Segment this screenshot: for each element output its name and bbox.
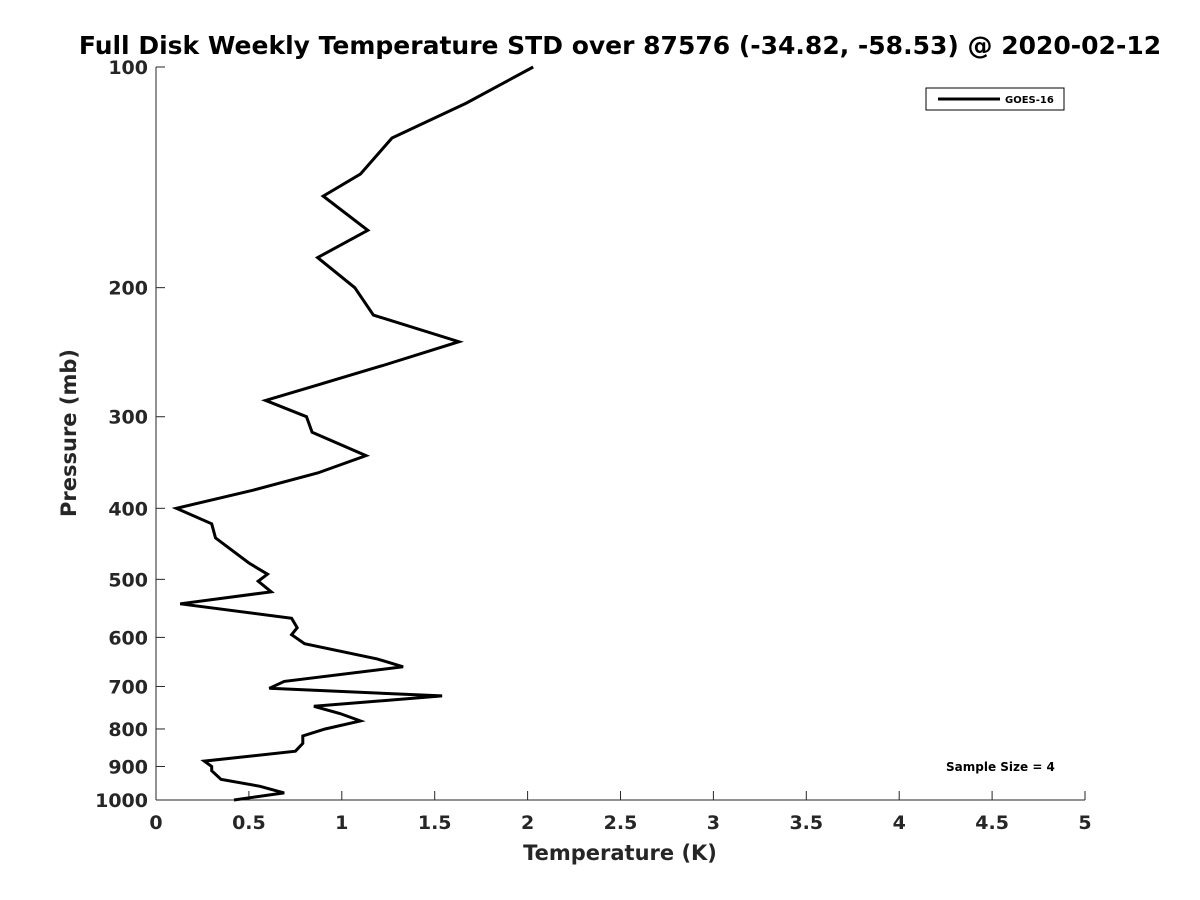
x-axis-label: Temperature (K) [523, 841, 717, 865]
x-axis-ticks: 0 0.5 1 1.5 2 2.5 3 3.5 4 4.5 5 [149, 791, 1092, 834]
y-tick-label: 1000 [95, 790, 148, 812]
x-tick-label: 1.5 [418, 812, 452, 834]
y-tick-label: 500 [108, 569, 148, 591]
y-tick-label: 700 [108, 676, 148, 698]
x-tick-label: 2 [521, 812, 534, 834]
y-tick-label: 100 [108, 57, 148, 79]
y-tick-label: 400 [108, 498, 148, 520]
y-tick-label: 200 [108, 278, 148, 300]
legend: GOES-16 [925, 87, 1065, 111]
y-tick-label: 800 [108, 719, 148, 741]
x-tick-label: 2.5 [604, 812, 638, 834]
y-tick-label: 600 [108, 627, 148, 649]
y-tick-label: 300 [108, 407, 148, 429]
x-tick-label: 0.5 [232, 812, 266, 834]
x-tick-label: 1 [335, 812, 348, 834]
chart-title: Full Disk Weekly Temperature STD over 87… [79, 31, 1161, 60]
y-axis-label: Pressure (mb) [57, 349, 81, 517]
x-tick-label: 4.5 [975, 812, 1009, 834]
x-tick-label: 0 [149, 812, 162, 834]
x-tick-label: 3.5 [789, 812, 823, 834]
y-axis-ticks: 100 200 300 400 500 600 700 800 900 1000 [95, 57, 165, 812]
x-tick-label: 3 [707, 812, 720, 834]
y-tick-label: 900 [108, 756, 148, 778]
legend-label-goes16: GOES-16 [1005, 95, 1054, 106]
series-goes16-line [171, 65, 534, 802]
sample-size-annotation: Sample Size = 4 [946, 760, 1055, 774]
x-tick-label: 4 [893, 812, 906, 834]
x-tick-label: 5 [1078, 812, 1091, 834]
